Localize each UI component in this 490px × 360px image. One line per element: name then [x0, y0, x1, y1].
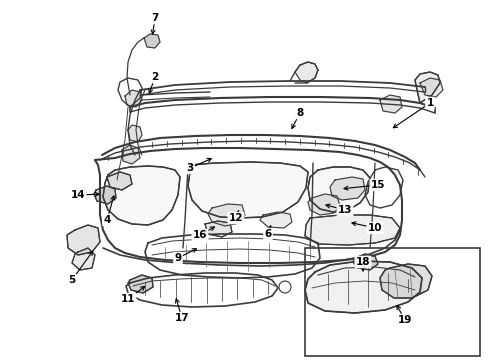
Text: 2: 2 [151, 72, 159, 82]
Bar [305, 248, 480, 356]
Polygon shape [67, 225, 100, 255]
Polygon shape [353, 254, 378, 270]
Polygon shape [380, 95, 402, 113]
Polygon shape [380, 264, 432, 298]
Polygon shape [208, 204, 245, 226]
Text: 10: 10 [368, 223, 382, 233]
Polygon shape [144, 34, 160, 48]
Polygon shape [420, 78, 443, 97]
Text: 7: 7 [151, 13, 159, 23]
Polygon shape [305, 215, 400, 245]
Polygon shape [103, 166, 180, 225]
Text: 19: 19 [398, 315, 412, 325]
Text: 14: 14 [71, 190, 85, 200]
Text: 17: 17 [175, 313, 189, 323]
Text: 1: 1 [426, 98, 434, 108]
Polygon shape [94, 186, 116, 204]
Polygon shape [125, 90, 142, 107]
Polygon shape [107, 172, 132, 190]
Polygon shape [330, 177, 365, 200]
Text: 5: 5 [69, 275, 75, 285]
Text: 11: 11 [121, 294, 135, 304]
Text: 8: 8 [296, 108, 304, 118]
Polygon shape [295, 62, 318, 83]
Polygon shape [128, 275, 153, 293]
Polygon shape [305, 261, 422, 313]
Text: 16: 16 [193, 230, 207, 240]
Text: 13: 13 [338, 205, 352, 215]
Polygon shape [188, 162, 308, 218]
Text: 9: 9 [174, 253, 182, 263]
Polygon shape [308, 167, 370, 212]
Text: 12: 12 [229, 213, 243, 223]
Polygon shape [205, 221, 232, 237]
Text: 15: 15 [371, 180, 385, 190]
Polygon shape [415, 72, 440, 103]
Polygon shape [260, 212, 292, 228]
Polygon shape [128, 125, 142, 142]
Text: 3: 3 [186, 163, 194, 173]
Polygon shape [308, 194, 340, 215]
Text: 4: 4 [103, 215, 111, 225]
Polygon shape [72, 248, 95, 270]
Polygon shape [122, 145, 140, 164]
Text: 6: 6 [265, 229, 271, 239]
Text: 18: 18 [356, 257, 370, 267]
